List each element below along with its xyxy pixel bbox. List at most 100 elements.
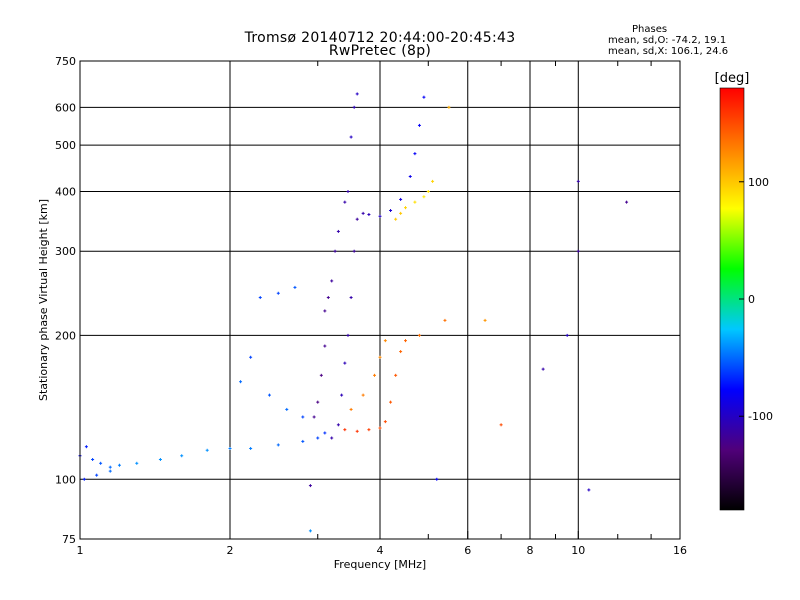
data-point [625, 200, 629, 204]
data-point [343, 361, 347, 365]
data-point [361, 393, 365, 397]
data-point [108, 465, 112, 469]
data-point [285, 407, 289, 411]
data-point [316, 436, 320, 440]
data-point [82, 477, 86, 481]
data-point [312, 415, 316, 419]
grid-lines [80, 61, 680, 539]
data-point [483, 318, 487, 322]
data-point [343, 200, 347, 204]
data-point [346, 189, 350, 193]
colorbar-tick-label: -100 [748, 410, 773, 423]
y-tick-label: 750 [55, 55, 76, 68]
data-point [99, 461, 103, 465]
data-point [346, 333, 350, 337]
data-point [239, 380, 243, 384]
data-point [336, 229, 340, 233]
y-tick-label: 400 [55, 185, 76, 198]
colorbar-unit: [deg] [715, 71, 750, 86]
data-point [301, 415, 305, 419]
data-point [249, 446, 253, 450]
stats-line-x: mean, sd,X: 106.1, 24.6 [608, 46, 729, 57]
data-point [417, 333, 421, 337]
data-point [417, 123, 421, 127]
data-point [135, 461, 139, 465]
data-point [228, 446, 232, 450]
data-point [336, 423, 340, 427]
data-point [413, 152, 417, 156]
data-point [389, 209, 393, 213]
data-point [587, 488, 591, 492]
data-point [108, 469, 112, 473]
data-point [84, 445, 88, 449]
data-point [541, 367, 545, 371]
data-point [361, 211, 365, 215]
x-tick-label: 8 [527, 544, 534, 557]
x-tick-label: 4 [377, 544, 384, 557]
y-axis-label: Stationary phase Virtual Height [km] [37, 199, 50, 401]
stats-line-o: mean, sd,O: -74.2, 19.1 [608, 35, 727, 46]
y-tick-label: 600 [55, 101, 76, 114]
data-point [293, 285, 297, 289]
data-point [117, 463, 121, 467]
data-point [330, 279, 334, 283]
y-tick-label: 300 [55, 245, 76, 258]
data-point [205, 448, 209, 452]
data-point [403, 339, 407, 343]
data-point [422, 95, 426, 99]
data-point [422, 195, 426, 199]
data-point [158, 457, 162, 461]
data-point [394, 373, 398, 377]
data-point [389, 400, 393, 404]
x-tick-label: 16 [673, 544, 687, 557]
data-point [383, 420, 387, 424]
data-point [323, 344, 327, 348]
data-point [276, 291, 280, 295]
data-point [413, 200, 417, 204]
data-point [378, 426, 382, 430]
stats-title: Phases [632, 24, 668, 35]
data-point [340, 393, 344, 397]
chart-title: Tromsø 20140712 20:44:00-20:45:43 [244, 30, 516, 46]
data-point [383, 339, 387, 343]
colorbar-ticks: 100 0 -100 [739, 176, 773, 423]
data-point [355, 92, 359, 96]
data-point [249, 355, 253, 359]
data-point [367, 213, 371, 217]
data-points [78, 92, 629, 533]
data-point [355, 217, 359, 221]
data-point [394, 217, 398, 221]
data-point [399, 211, 403, 215]
x-tick-label: 1 [77, 544, 84, 557]
data-point [349, 407, 353, 411]
colorbar-tick-label: 100 [748, 176, 769, 189]
axis-ticks: 1 2 4 6 8 10 16 75 100 200 300 400 500 600 750 [55, 55, 687, 557]
data-point [330, 436, 334, 440]
y-tick-label: 100 [55, 473, 76, 486]
data-point [431, 179, 435, 183]
data-point [267, 393, 271, 397]
data-point [276, 443, 280, 447]
data-point [499, 423, 503, 427]
data-point [343, 428, 347, 432]
data-point [91, 457, 95, 461]
data-point [399, 197, 403, 201]
x-tick-label: 6 [464, 544, 471, 557]
data-point [180, 454, 184, 458]
data-point [399, 350, 403, 354]
y-tick-label: 75 [62, 533, 76, 546]
data-point [403, 206, 407, 210]
data-point [576, 249, 580, 253]
data-point [333, 249, 337, 253]
data-point [426, 189, 430, 193]
data-point [408, 174, 412, 178]
x-tick-label: 2 [227, 544, 234, 557]
data-point [367, 428, 371, 432]
data-point [95, 473, 99, 477]
data-point [323, 431, 327, 435]
data-point [576, 179, 580, 183]
data-point [319, 373, 323, 377]
data-point [349, 135, 353, 139]
data-point [435, 477, 439, 481]
